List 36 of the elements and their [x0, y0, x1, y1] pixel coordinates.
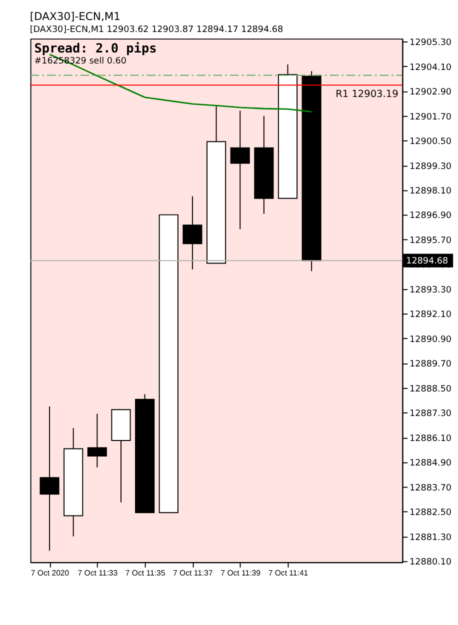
y-tick-label: 12882.50 [410, 508, 452, 518]
x-tick-label: 7 Oct 11:37 [173, 568, 213, 578]
y-tick-label: 12886.10 [410, 434, 452, 444]
chart-title: [DAX30]-ECN,M1 [30, 10, 120, 24]
y-tick-label: 12881.30 [410, 532, 452, 543]
candlestick [182, 196, 202, 270]
y-tick-label: 12905.30 [410, 38, 452, 48]
candlestick [40, 406, 60, 552]
y-tick-label: 12888.50 [410, 384, 452, 394]
y-tick-label: 12896.90 [410, 211, 452, 222]
y-tick-label: 12883.70 [410, 483, 452, 494]
y-tick-label: 12900.50 [410, 137, 452, 148]
y-tick-label: 12887.30 [410, 409, 452, 420]
annotation: Spread: 2.0 pips [34, 40, 157, 56]
y-tick-label: 12895.70 [410, 236, 452, 246]
x-tick-label: 7 Oct 11:39 [220, 568, 260, 578]
y-tick-label: 12904.10 [410, 62, 452, 73]
x-tick-label: 7 Oct 11:33 [78, 568, 118, 578]
y-tick-label: 12884.90 [410, 458, 452, 469]
x-tick-label: 7 Oct 2020 [30, 568, 70, 578]
chart-subtitle: [DAX30]-ECN,M1 12903.62 12903.87 12894.17 12894.68 [30, 24, 284, 35]
y-tick-label: 12892.10 [410, 310, 452, 320]
ref-line-label: R1 12903.19 [336, 88, 398, 100]
y-tick-label: 12902.90 [410, 88, 452, 98]
y-tick-label: 12899.30 [410, 162, 452, 172]
y-tick-label: 12889.70 [410, 360, 452, 370]
ref-line-label: 12894.68 [406, 256, 448, 267]
y-tick-label: 12893.30 [410, 285, 452, 296]
candlestick [230, 110, 250, 230]
x-tick-label: 7 Oct 11:41 [268, 568, 308, 578]
y-tick-label: 12880.10 [410, 558, 452, 568]
candlestick [87, 413, 107, 468]
y-tick-label: 12898.10 [410, 186, 452, 197]
y-tick-label: 12901.70 [410, 112, 452, 122]
y-tick-label: 12890.90 [410, 334, 452, 345]
x-tick-label: 7 Oct 11:35 [125, 568, 166, 578]
